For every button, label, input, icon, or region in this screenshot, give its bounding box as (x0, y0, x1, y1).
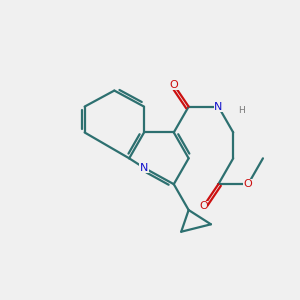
Text: N: N (140, 163, 148, 173)
Text: H: H (238, 106, 245, 115)
Text: N: N (214, 102, 223, 112)
Text: O: O (244, 179, 253, 189)
Text: O: O (169, 80, 178, 90)
Text: O: O (199, 201, 208, 211)
